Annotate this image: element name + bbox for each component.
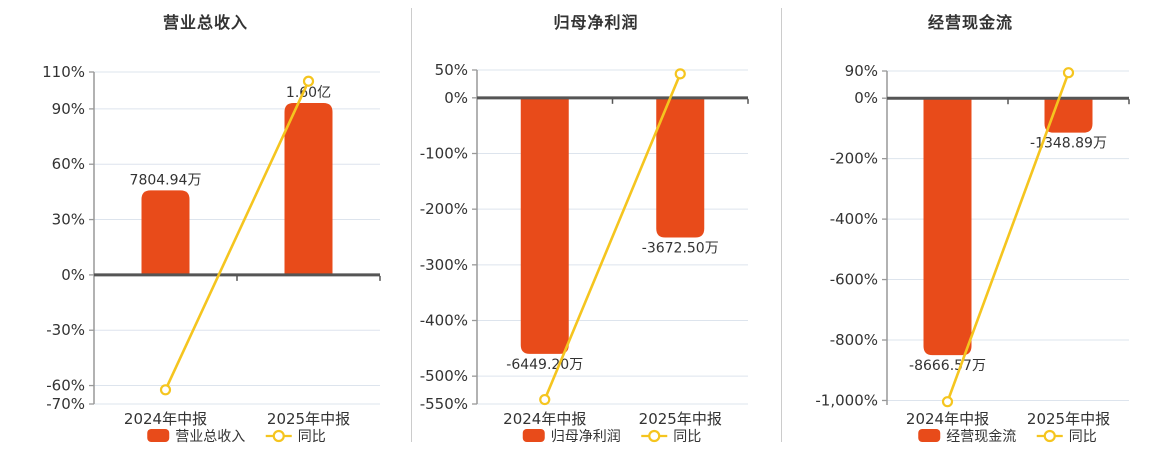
legend-yoy-marker-icon: [648, 429, 661, 443]
y-tick-label: -100%: [420, 145, 468, 163]
y-tick-label: -70%: [46, 395, 85, 413]
bar-value-label: -3672.50万: [642, 241, 719, 257]
legend-yoy-marker-icon: [1043, 429, 1056, 443]
y-tick-label: -60%: [46, 377, 85, 395]
cash-flow-chart: 90% 0% -200% -400% -600% -800% -1,000% -8666.57…: [815, 62, 1130, 445]
y-tick-label: -800%: [830, 331, 878, 349]
yoy-line: [543, 73, 682, 401]
panel-net-profit: 归母净利润 50% 0% -100% -200% -300% -400% -500% -550…: [411, 0, 781, 450]
chart-title-cash-flow: 经营现金流: [927, 13, 1013, 32]
legend-item-bar-series[interactable]: 营业总收入: [147, 429, 245, 445]
category-label: 2024年中报: [124, 410, 207, 428]
legend-bar-swatch: [522, 429, 545, 442]
y-tick-label: -400%: [420, 312, 468, 330]
legend-item-yoy-series[interactable]: 同比: [1036, 429, 1097, 445]
y-tick-label: -200%: [420, 200, 468, 218]
legend-item-bar-series[interactable]: 归母净利润: [522, 428, 621, 445]
y-tick-label: 90%: [52, 100, 85, 118]
y-tick-label: 60%: [52, 155, 85, 173]
bar-value-label: 1.60亿: [286, 85, 331, 101]
bar-2025年中报[interactable]: [284, 102, 333, 275]
y-tick-label: 0%: [444, 89, 468, 107]
legend-item-yoy-series[interactable]: 同比: [265, 429, 326, 445]
category-label: 2025年中报: [267, 410, 350, 428]
y-tick-label: 30%: [52, 211, 85, 229]
panel-cash-flow: 经营现金流 90% 0% -200% -400% -600% -800% -1,000% -8…: [781, 0, 1160, 450]
bar-value-label: -8666.57万: [909, 358, 986, 374]
yoy-marker[interactable]: [941, 396, 954, 408]
legend-bar-swatch: [918, 429, 941, 442]
legend-item-yoy-series[interactable]: 同比: [641, 429, 701, 445]
revenue-chart: 110% 90% 60% 30% 0% -30% -60%-70% 7804.94万 1.60亿…: [42, 63, 381, 445]
legend-yoy-marker-icon: [272, 429, 285, 443]
bar-value-label: -6449.20万: [506, 357, 583, 373]
legend-item-bar-series[interactable]: 经营现金流: [918, 429, 1016, 445]
yoy-marker[interactable]: [539, 393, 551, 406]
yoy-marker[interactable]: [302, 75, 315, 87]
chart-title-revenue: 营业总收入: [162, 13, 248, 32]
yoy-line: [946, 72, 1070, 403]
y-tick-label: -200%: [830, 150, 878, 168]
bar-2024年中报[interactable]: [520, 97, 569, 354]
y-tick-label: 110%: [42, 63, 85, 81]
bar-2024年中报[interactable]: [141, 190, 190, 275]
category-label: 2025年中报: [639, 410, 722, 428]
y-tick-label: 0%: [61, 266, 85, 284]
y-tick-label: -600%: [830, 271, 878, 289]
y-tick-label: -30%: [46, 321, 85, 339]
legend-yoy-label: 同比: [673, 429, 701, 445]
yoy-marker[interactable]: [674, 68, 686, 80]
category-label: 2025年中报: [1027, 410, 1110, 428]
category-label: 2024年中报: [906, 410, 989, 428]
y-tick-label: 90%: [845, 62, 878, 80]
legend-yoy-label: 同比: [1069, 429, 1097, 445]
yoy-marker[interactable]: [159, 384, 172, 396]
bar-2025年中报[interactable]: [656, 97, 705, 238]
net-profit-chart: 50% 0% -100% -200% -300% -400% -500% -550% -6449…: [420, 61, 749, 445]
y-tick-label: -400%: [830, 210, 878, 228]
panel-separator: [411, 8, 412, 442]
legend-bar-swatch: [147, 429, 170, 442]
bar-2024年中报[interactable]: [923, 98, 972, 356]
y-tick-label: -500%: [420, 367, 468, 385]
y-tick-label: -1,000%: [815, 391, 878, 409]
y-tick-label: 50%: [435, 61, 468, 79]
bar-value-label: -1348.89万: [1030, 136, 1107, 152]
category-label: 2024年中报: [503, 410, 586, 428]
legend-bar-label: 经营现金流: [946, 429, 1016, 445]
legend-yoy-label: 同比: [298, 429, 326, 445]
y-tick-label: 0%: [854, 89, 878, 107]
bar-value-label: 7804.94万: [130, 172, 202, 188]
chart-title-net-profit: 归母净利润: [553, 13, 639, 32]
panel-revenue: 营业总收入 110% 90% 60% 30% 0% -30% -60% -70% 7804.94…: [0, 0, 411, 450]
legend-bar-label: 营业总收入: [175, 429, 245, 445]
panel-separator: [781, 8, 782, 442]
legend-bar-label: 归母净利润: [551, 428, 621, 445]
yoy-marker[interactable]: [1062, 67, 1075, 79]
y-tick-label: -300%: [420, 256, 468, 274]
yoy-line: [164, 80, 310, 391]
y-tick-label: -550%: [420, 395, 468, 413]
